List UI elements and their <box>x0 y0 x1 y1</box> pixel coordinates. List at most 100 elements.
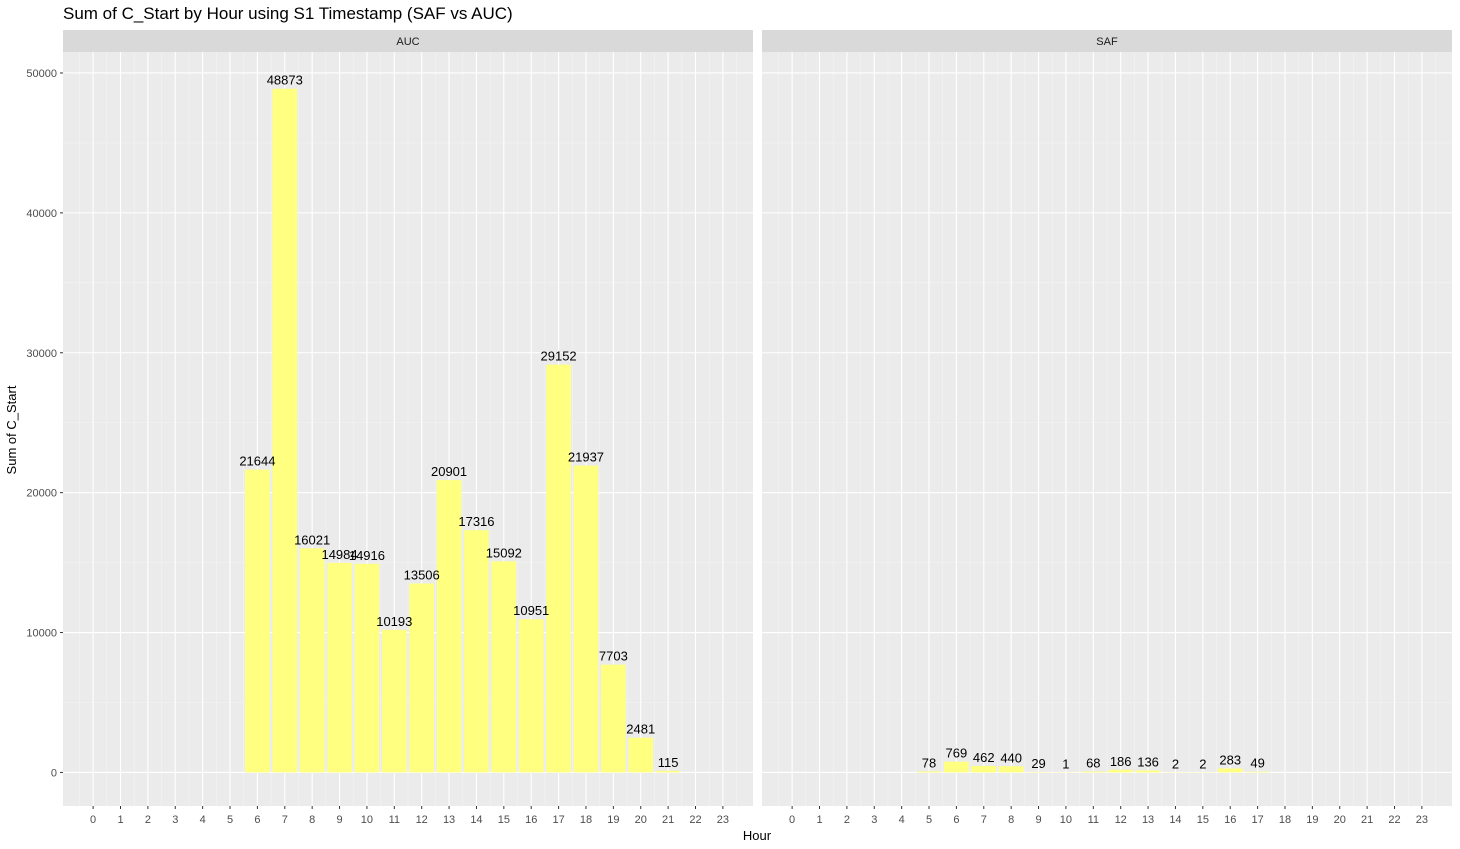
bar-saf-13 <box>1135 770 1161 773</box>
data-label-auc-6: 21644 <box>239 454 275 469</box>
x-tick-label: 13 <box>443 814 455 826</box>
y-tick-label: 10000 <box>26 628 57 640</box>
bar-auc-21 <box>655 770 681 773</box>
data-label-auc-7: 48873 <box>267 73 303 88</box>
data-label-auc-13: 20901 <box>431 464 467 479</box>
x-tick-label: 6 <box>254 814 260 826</box>
x-tick-label: 14 <box>470 814 482 826</box>
bar-auc-14 <box>464 530 489 773</box>
bar-auc-17 <box>546 364 571 773</box>
x-tick-label: 23 <box>1416 814 1428 826</box>
x-tick-label: 12 <box>1115 814 1127 826</box>
x-tick-label: 5 <box>926 814 932 826</box>
x-tick-label: 2 <box>145 814 151 826</box>
facet-strip-auc <box>63 30 753 52</box>
y-tick-label: 40000 <box>26 208 57 220</box>
x-tick-label: 9 <box>1035 814 1041 826</box>
data-label-saf-16: 283 <box>1219 752 1241 767</box>
bar-auc-6 <box>245 469 270 773</box>
x-tick-label: 3 <box>871 814 877 826</box>
x-tick-label: 3 <box>172 814 178 826</box>
x-tick-label: 4 <box>200 814 206 826</box>
y-axis-title: Sum of C_Start <box>4 385 19 474</box>
data-label-saf-17: 49 <box>1250 756 1264 771</box>
x-tick-label: 23 <box>717 814 729 826</box>
data-label-saf-8: 440 <box>1000 750 1022 765</box>
bar-auc-9 <box>327 562 352 773</box>
x-tick-label: 8 <box>1008 814 1014 826</box>
x-axis-title: Hour <box>743 828 772 843</box>
x-tick-label: 9 <box>336 814 342 826</box>
x-tick-label: 14 <box>1169 814 1181 826</box>
data-label-auc-15: 15092 <box>486 545 522 560</box>
data-label-saf-10: 1 <box>1062 756 1069 771</box>
data-label-saf-7: 462 <box>973 750 995 765</box>
data-label-auc-14: 17316 <box>458 514 494 529</box>
data-label-saf-9: 29 <box>1031 756 1045 771</box>
y-tick-label: 50000 <box>26 68 57 80</box>
data-label-auc-11: 10193 <box>376 614 412 629</box>
bar-saf-12 <box>1108 769 1134 773</box>
bar-auc-20 <box>628 737 654 773</box>
x-tick-label: 18 <box>580 814 592 826</box>
x-tick-label: 10 <box>1060 814 1072 826</box>
bar-auc-15 <box>491 561 517 773</box>
data-label-auc-10: 14916 <box>349 548 385 563</box>
x-tick-label: 10 <box>361 814 373 826</box>
x-tick-label: 22 <box>1388 814 1400 826</box>
bar-saf-16 <box>1217 768 1243 773</box>
bar-auc-11 <box>381 629 407 773</box>
y-tick-label: 0 <box>51 767 57 779</box>
x-tick-label: 17 <box>552 814 564 826</box>
bar-auc-18 <box>573 465 599 773</box>
x-tick-label: 15 <box>498 814 510 826</box>
bar-auc-19 <box>601 664 626 773</box>
bar-auc-13 <box>436 480 462 773</box>
x-tick-label: 2 <box>844 814 850 826</box>
x-tick-label: 19 <box>607 814 619 826</box>
x-tick-label: 20 <box>1334 814 1346 826</box>
x-tick-label: 12 <box>416 814 428 826</box>
bar-auc-12 <box>409 583 435 773</box>
y-axis: 0 10000 20000 30000 40000 50000 <box>26 68 63 779</box>
bar-saf-11 <box>1080 771 1106 773</box>
data-label-saf-14: 2 <box>1172 756 1179 771</box>
data-label-saf-12: 186 <box>1110 754 1132 769</box>
y-tick-label: 30000 <box>26 348 57 360</box>
data-label-auc-19: 7703 <box>599 649 628 664</box>
data-label-auc-16: 10951 <box>513 603 549 618</box>
data-label-saf-5: 78 <box>922 755 936 770</box>
x-tick-label: 16 <box>525 814 537 826</box>
bar-auc-8 <box>299 548 325 773</box>
bar-saf-5 <box>916 771 942 773</box>
bar-saf-6 <box>944 761 969 773</box>
x-tick-label: 17 <box>1251 814 1263 826</box>
data-label-auc-20: 2481 <box>626 722 655 737</box>
x-tick-label: 16 <box>1224 814 1236 826</box>
x-tick-label: 11 <box>1088 814 1099 826</box>
bar-auc-7 <box>272 88 298 773</box>
data-label-auc-8: 16021 <box>294 532 330 547</box>
x-tick-label: 1 <box>816 814 822 826</box>
bar-saf-8 <box>998 766 1024 773</box>
x-tick-label: 22 <box>689 814 701 826</box>
x-tick-label: 11 <box>389 814 400 826</box>
chart-title: Sum of C_Start by Hour using S1 Timestam… <box>63 4 513 23</box>
data-label-auc-9: 14984 <box>321 547 357 562</box>
x-tick-label: 0 <box>789 814 795 826</box>
data-label-auc-12: 13506 <box>404 567 440 582</box>
x-tick-label: 4 <box>899 814 905 826</box>
x-tick-label: 6 <box>953 814 959 826</box>
x-tick-label: 0 <box>90 814 96 826</box>
data-label-saf-11: 68 <box>1086 755 1100 770</box>
x-tick-label: 19 <box>1306 814 1318 826</box>
bar-saf-7 <box>971 765 997 773</box>
bar-saf-17 <box>1245 771 1270 773</box>
x-tick-label: 8 <box>309 814 315 826</box>
x-tick-label: 7 <box>981 814 987 826</box>
x-tick-label: 18 <box>1279 814 1291 826</box>
x-tick-label: 15 <box>1197 814 1209 826</box>
